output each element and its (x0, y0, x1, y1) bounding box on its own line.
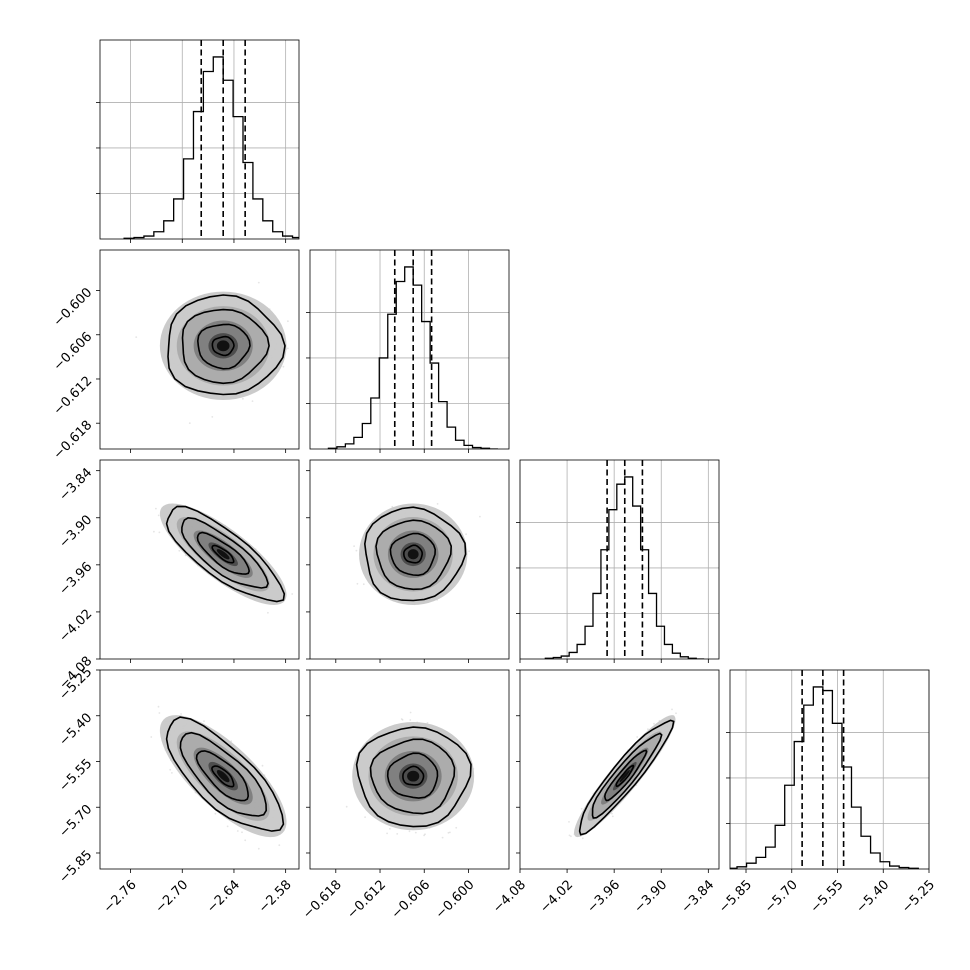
density-level-1-0-4 (216, 340, 230, 352)
scatter-panel-2-0 (96, 459, 300, 663)
scatter-frame-2-1 (309, 459, 510, 660)
density-level-2-1-4 (407, 549, 419, 560)
contour-3-2-0 (578, 719, 675, 836)
x-tick-label-2-2: −3.96 (584, 877, 623, 916)
x-tick-label-1-1: −0.612 (344, 877, 389, 922)
scatter-panel-3-1 (306, 669, 510, 873)
contour-2-1-1 (375, 519, 453, 591)
y-tick-label-1-2: −0.606 (51, 329, 96, 374)
histogram-step-3 (730, 686, 919, 869)
density-level-2-0-4 (216, 549, 230, 560)
x-tick-label-2-1: −4.02 (537, 877, 576, 916)
y-tick-label-2-1: −3.90 (57, 512, 96, 551)
contour-2-0-1 (181, 516, 269, 589)
contour-2-0-2 (196, 531, 251, 575)
scatter-frame-2-0 (99, 459, 300, 660)
y-tick-label-2-3: −4.02 (57, 607, 96, 646)
y-tick-label-3-4: −5.85 (57, 848, 96, 887)
scatter-body-2-1 (353, 503, 481, 606)
x-tick-label-0-2: −2.64 (204, 877, 243, 916)
x-tick-label-2-3: −3.90 (632, 877, 671, 916)
contour-3-0-0 (165, 716, 285, 832)
contour-3-1-0 (355, 726, 472, 828)
contour-1-0-3 (211, 335, 235, 357)
x-tick-label-3-3: −5.40 (854, 877, 893, 916)
x-tick-label-2-4: −3.84 (679, 877, 718, 916)
y-tick-label-1-3: −0.612 (51, 374, 96, 419)
y-tick-label-1-1: −0.600 (51, 285, 96, 330)
scatter-frame-1-0 (99, 249, 300, 450)
contour-3-2-3 (615, 764, 635, 788)
x-tick-label-1-0: −0.618 (300, 877, 345, 922)
contour-1-0-1 (181, 308, 270, 385)
scatter-body-3-0 (150, 705, 287, 850)
panels-layer (96, 39, 930, 873)
x-tick-label-2-0: −4.08 (490, 877, 529, 916)
histogram-panel-1 (306, 249, 510, 453)
scatter-panel-1-0 (96, 249, 300, 453)
contour-3-2-2 (603, 749, 648, 802)
histogram-panel-2 (516, 459, 720, 663)
x-tick-label-3-4: −5.25 (899, 877, 938, 916)
y-tick-label-2-2: −3.96 (57, 560, 96, 599)
x-tick-label-3-0: −5.85 (716, 877, 755, 916)
contour-2-0-3 (211, 544, 235, 564)
histogram-panel-3 (726, 669, 930, 873)
contour-3-0-3 (211, 765, 235, 788)
x-tick-label-0-0: −2.76 (101, 877, 140, 916)
contour-3-1-2 (386, 752, 439, 799)
x-tick-label-0-1: −2.70 (153, 877, 192, 916)
scatter-frame-3-2 (519, 669, 720, 870)
y-tick-label-1-4: −0.618 (51, 418, 96, 463)
scatter-body-3-2 (568, 708, 677, 840)
histogram-frame-2 (519, 459, 720, 660)
scatter-body-3-1 (345, 711, 475, 839)
contour-3-1-1 (369, 738, 456, 815)
contour-3-0-2 (195, 750, 250, 802)
density-level-3-1-4 (407, 770, 420, 782)
density-level-3-0-4 (216, 770, 230, 783)
histogram-step-1 (327, 266, 498, 449)
contour-2-1-0 (363, 506, 467, 602)
scatter-panel-3-0 (96, 669, 300, 873)
histogram-step-0 (123, 56, 299, 239)
scatter-body-2-0 (153, 503, 294, 614)
y-tick-label-3-1: −5.40 (57, 710, 96, 749)
contour-2-0-0 (165, 505, 286, 603)
y-tick-label-3-2: −5.55 (57, 756, 96, 795)
y-tick-label-2-0: −3.84 (57, 465, 96, 504)
contour-1-0-0 (167, 294, 286, 396)
scatter-frame-3-1 (309, 669, 510, 870)
scatter-body-1-0 (135, 281, 289, 424)
contour-1-0-2 (196, 323, 251, 370)
histogram-frame-0 (99, 39, 300, 240)
histogram-panel-0 (96, 39, 300, 243)
y-tick-label-3-3: −5.70 (57, 802, 96, 841)
contour-3-0-1 (179, 731, 268, 817)
histogram-frame-1 (309, 249, 510, 450)
x-tick-label-1-2: −0.606 (389, 877, 434, 922)
contour-2-1-3 (402, 544, 424, 564)
histogram-frame-3 (729, 669, 930, 870)
scatter-frame-3-0 (99, 669, 300, 870)
contour-3-2-1 (591, 732, 663, 819)
density-level-3-2-4 (619, 770, 630, 783)
contour-3-1-3 (402, 765, 425, 786)
scatter-panel-2-1 (306, 459, 510, 663)
contour-2-1-2 (389, 532, 437, 577)
x-tick-label-3-1: −5.70 (762, 877, 801, 916)
x-tick-label-1-3: −0.600 (433, 877, 478, 922)
scatter-panel-3-2 (516, 669, 720, 873)
x-tick-label-0-3: −2.58 (256, 877, 295, 916)
x-tick-label-3-2: −5.55 (808, 877, 847, 916)
